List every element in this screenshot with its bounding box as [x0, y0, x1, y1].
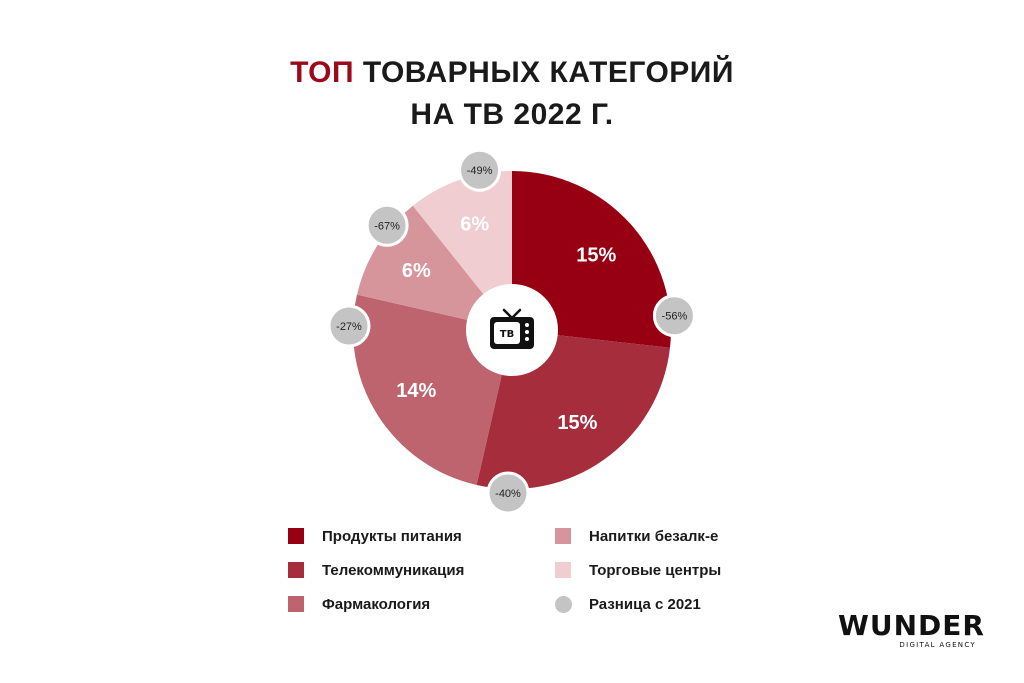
diff-badge-pharma: -27%	[327, 304, 371, 348]
legend-item-pharma: Фармакология	[288, 592, 430, 616]
legend-dot-diff	[555, 595, 572, 613]
diff-badges: -56% -40% -27% -67% -49%	[327, 148, 696, 515]
diff-badge-malls: -49%	[458, 148, 502, 192]
diff-badge-text: -67%	[374, 220, 400, 232]
legend-item-food: Продукты питания	[288, 524, 462, 548]
legend-label-malls: Торговые центры	[589, 561, 722, 579]
diff-badge-circle	[652, 294, 696, 338]
diff-badge-text: -56%	[662, 311, 688, 323]
diff-badge-circle	[365, 203, 409, 247]
pie-slice-food	[512, 171, 671, 348]
legend-label-drinks: Напитки безалк-е	[589, 527, 719, 545]
brand-logo: WUNDER DIGITAL AGENCY	[838, 609, 985, 650]
legend-label-telecom: Телекоммуникация	[322, 561, 465, 579]
legend-item-diff: Разница с 2021	[555, 592, 701, 616]
slice-labels: 15% 15% 14% 6% 6%	[396, 213, 616, 434]
legend-item-drinks: Напитки безалк-е	[555, 524, 718, 548]
slice-label-pharma: 14%	[396, 380, 436, 402]
diff-badge-text: -27%	[336, 321, 362, 333]
legend: Продукты питания Напитки безалк-е Телеко…	[282, 520, 762, 620]
slice-label-telecom: 15%	[557, 412, 597, 434]
chart-title: ТОП ТОВАРНЫХ КАТЕГОРИЙ НА ТВ 2022 Г.	[0, 52, 1024, 136]
title-line-2: НА ТВ 2022 Г.	[410, 98, 614, 131]
legend-label-food: Продукты питания	[322, 527, 462, 545]
pie-slice-malls	[412, 171, 512, 330]
diff-badge-text: -40%	[495, 488, 521, 500]
center-badge: ТВ	[466, 284, 558, 376]
tv-icon-label: ТВ	[500, 329, 514, 340]
diff-badge-circle	[486, 471, 530, 515]
diff-badge-circle	[327, 304, 371, 348]
diff-badge-drinks: -67%	[365, 203, 409, 247]
diff-badge-text: -49%	[467, 165, 493, 177]
legend-item-telecom: Телекоммуникация	[288, 558, 464, 582]
title-line-1: ТОП ТОВАРНЫХ КАТЕГОРИЙ	[0, 52, 1024, 94]
slice-label-food: 15%	[576, 245, 616, 267]
legend-swatch-telecom	[288, 562, 304, 578]
slice-label-drinks: 6%	[402, 260, 431, 282]
title-accent: ТОП	[290, 56, 355, 89]
diff-badge-circle	[458, 148, 502, 192]
legend-swatch-drinks	[555, 528, 571, 544]
legend-label-diff: Разница с 2021	[589, 595, 701, 613]
tv-icon: ТВ	[490, 308, 534, 349]
legend-item-malls: Торговые центры	[555, 558, 721, 582]
brand-tagline: DIGITAL AGENCY	[899, 641, 976, 649]
slice-label-malls: 6%	[460, 213, 489, 235]
title-line-1-rest: ТОВАРНЫХ КАТЕГОРИЙ	[362, 56, 734, 89]
brand-name: WUNDER	[838, 609, 985, 642]
diff-badge-food: -56%	[652, 294, 696, 338]
legend-label-pharma: Фармакология	[322, 595, 431, 613]
legend-swatch-pharma	[288, 596, 304, 612]
diff-badge-telecom: -40%	[486, 471, 530, 515]
legend-swatch-malls	[555, 562, 571, 578]
legend-swatch-food	[288, 528, 304, 544]
